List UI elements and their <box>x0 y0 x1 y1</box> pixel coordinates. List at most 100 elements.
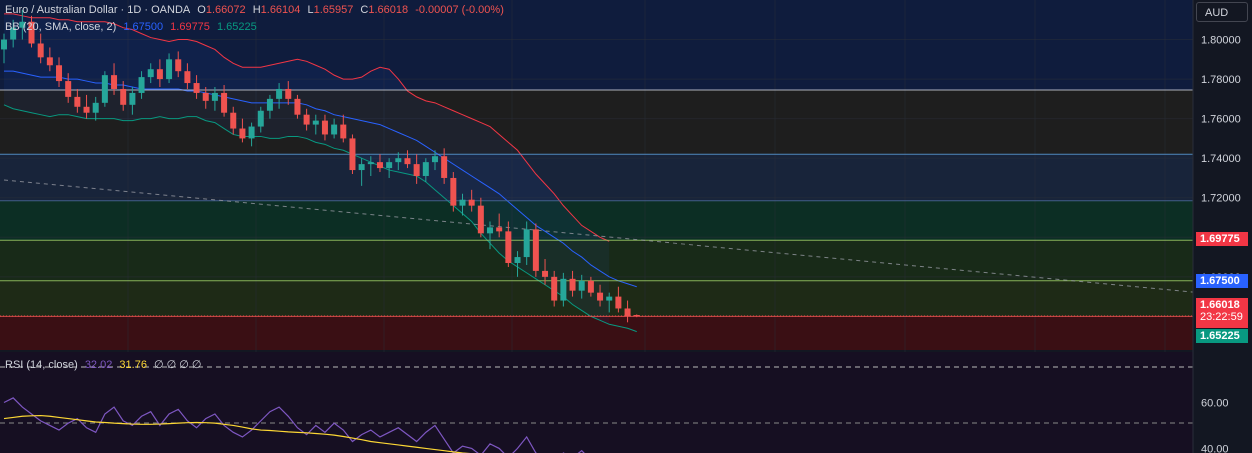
candle-body <box>395 158 402 163</box>
candle-body <box>331 124 338 135</box>
candle-body <box>505 231 512 263</box>
zone-band <box>0 316 1193 350</box>
candle-body <box>597 292 604 301</box>
candle-body <box>542 270 549 277</box>
candle-body <box>28 21 35 44</box>
dashed-trendline <box>3 179 1252 299</box>
candle-body <box>633 315 640 316</box>
candle-body <box>431 156 438 163</box>
bb-upper-line <box>4 13 610 242</box>
candle-body <box>257 110 264 127</box>
candle-body <box>294 98 301 115</box>
bb-lower-price-tag: 1.65225 <box>1196 329 1248 343</box>
rsi-line <box>3 397 585 453</box>
candle-body <box>65 81 72 97</box>
candle-body <box>202 92 209 101</box>
candle-body <box>422 162 429 176</box>
zone-band <box>0 0 1193 90</box>
candle-body <box>477 205 484 234</box>
bb-upper-price-tag: 1.69775 <box>1196 232 1248 246</box>
candle-body <box>120 88 127 105</box>
candle-body <box>532 229 539 271</box>
candle-body <box>156 69 163 80</box>
currency-button[interactable]: AUD <box>1196 2 1248 22</box>
candle-body <box>468 199 475 206</box>
candle-body <box>358 164 365 171</box>
candle-body <box>487 227 494 234</box>
candle-body <box>129 92 136 105</box>
zone-band <box>0 200 1193 241</box>
ohlc-high: H1.66104 <box>252 4 301 16</box>
trendline[interactable] <box>3 179 1252 318</box>
candle-body <box>92 102 99 113</box>
candle-body <box>285 88 292 99</box>
candle-body <box>193 83 200 93</box>
bb-lower-line <box>3 104 637 333</box>
candle-body <box>230 112 237 129</box>
candle-body <box>386 162 393 169</box>
bb-legend[interactable]: BB (20, SMA, close, 2) 1.67500 1.69775 1… <box>5 20 261 34</box>
bb-name: BB (20, SMA, close, 2) <box>5 21 117 33</box>
bb-upper-value: 1.69775 <box>170 21 210 33</box>
rsi-ma-line <box>3 414 471 453</box>
price-tick-label: 1.72000 <box>1201 193 1241 205</box>
candle-body <box>303 114 310 125</box>
rsi-extras: ∅ ∅ ∅ ∅ <box>154 359 202 371</box>
pane-separator <box>0 350 1193 352</box>
rsi-legend[interactable]: RSI (14, close) 32.02 31.76 ∅ ∅ ∅ ∅ <box>5 358 206 372</box>
axis-background <box>1193 0 1252 453</box>
rsi-background <box>0 352 1193 453</box>
symbol-legend: Euro / Australian Dollar · 1D · OANDA O1… <box>5 3 508 17</box>
price-zones <box>0 0 1193 352</box>
candle-body <box>496 227 503 232</box>
candle-body <box>450 177 457 206</box>
candle-body <box>404 158 411 165</box>
candle-body <box>111 75 118 89</box>
candle-body <box>459 199 466 206</box>
candle-body <box>624 308 631 317</box>
candle-body <box>138 77 145 93</box>
candle-body <box>221 92 228 113</box>
symbol-title: Euro / Australian Dollar · 1D · OANDA <box>5 4 191 16</box>
ohlc-change: -0.00007 (-0.00%) <box>415 4 504 16</box>
candle-body <box>10 27 17 40</box>
price-tick-label: 1.76000 <box>1201 114 1241 126</box>
bb-basis-value: 1.67500 <box>123 21 164 33</box>
last-price-tag: 1.66018 23:22:59 <box>1196 298 1248 328</box>
ohlc-open: O1.66072 <box>197 4 246 16</box>
candle-body <box>578 280 585 291</box>
zone-band <box>0 240 1193 281</box>
price-tick-label: 1.78000 <box>1201 74 1241 86</box>
zone-band <box>0 280 1193 317</box>
candle-body <box>514 257 521 263</box>
bollinger-bands <box>3 13 637 333</box>
price-tick-label: 1.74000 <box>1201 153 1241 165</box>
rsi-tick-label: 60.00 <box>1201 398 1229 410</box>
candle-body <box>551 276 558 301</box>
candle-body <box>587 280 594 293</box>
last-price: 1.66018 <box>1200 299 1240 311</box>
price-axis[interactable]: 1.800001.780001.760001.740001.720001.700… <box>1192 0 1252 453</box>
price-tick-label: 1.80000 <box>1201 35 1241 47</box>
candle-body <box>166 59 173 80</box>
candle-body <box>83 106 90 113</box>
rsi-tick-label: 40.00 <box>1201 443 1229 453</box>
candle-body <box>276 88 283 99</box>
candle-body <box>606 296 613 301</box>
bb-basis-line <box>4 70 637 288</box>
bar-countdown: 23:22:59 <box>1200 311 1243 323</box>
candle-body <box>413 164 420 176</box>
candle-body <box>175 59 182 72</box>
candle-body <box>560 278 567 301</box>
ohlc-low: L1.65957 <box>307 4 354 16</box>
candle-body <box>266 98 273 111</box>
candle-body <box>569 278 576 291</box>
candle-body <box>367 162 374 165</box>
candle-body <box>46 57 53 66</box>
candle-body <box>321 120 328 135</box>
rsi-ma-value: 31.76 <box>119 359 147 371</box>
rsi-value: 32.02 <box>84 359 113 371</box>
bb-fill <box>4 13 610 325</box>
rsi-pane <box>0 352 1193 453</box>
